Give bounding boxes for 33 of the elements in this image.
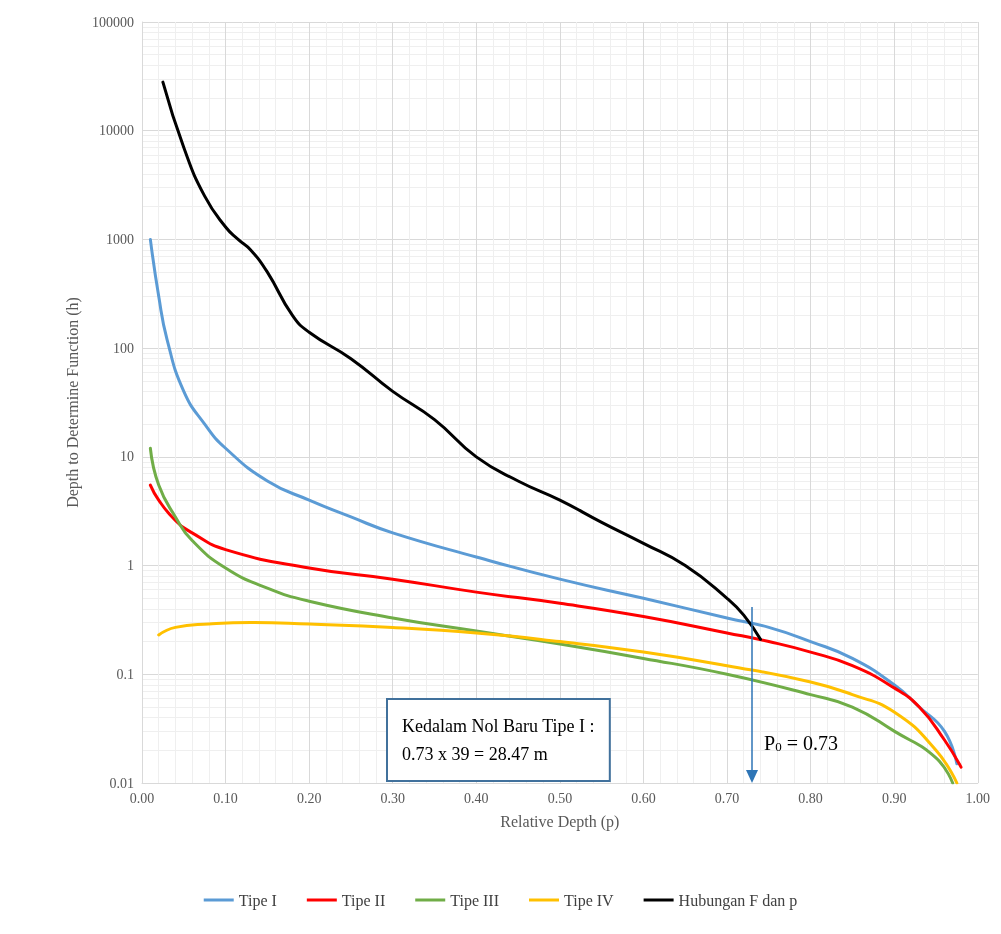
y-tick-label: 10 [120, 449, 134, 465]
y-axis-title: Depth to Determine Function (h) [63, 297, 82, 508]
legend-label: Tipe III [450, 891, 499, 910]
legend-label: Hubungan F dan p [678, 891, 798, 910]
annotation: Kedalam Nol Baru Tipe I : 0.73 x 39 = 28.47 m [402, 716, 595, 764]
line-series [161, 80, 762, 641]
y-tick-label: 0.1 [116, 666, 134, 682]
y-tick-label: 100 [113, 340, 134, 356]
line-series [148, 237, 959, 766]
x-tick-label: 0.90 [881, 790, 907, 806]
legend-label: Tipe I [238, 891, 277, 910]
x-tick-label: 0.40 [464, 790, 489, 806]
x-tick-label: 0.70 [714, 790, 740, 806]
x-axis-title: Relative Depth (p) [500, 812, 620, 831]
y-tick-label: 10000 [99, 123, 134, 139]
legend-label: Tipe IV [563, 891, 615, 910]
line-series [148, 483, 963, 769]
x-tick-label: 0.50 [547, 790, 573, 806]
legend-label: Tipe II [341, 891, 386, 910]
x-tick-label: 0.00 [129, 790, 155, 806]
y-tick-label: 0.01 [109, 775, 134, 791]
line-series [157, 620, 959, 785]
x-tick-label: 0.20 [296, 790, 322, 806]
y-tick-label: 100000 [92, 14, 134, 30]
ref-line-label: P0 = 0.73 [764, 732, 838, 754]
line-series [148, 446, 955, 785]
y-tick-label: 1 [127, 558, 134, 574]
x-tick-label: 0.80 [798, 790, 823, 806]
y-tick-label: 1000 [106, 231, 134, 247]
x-tick-label: 0.10 [213, 790, 238, 806]
x-tick-label: 1.00 [965, 790, 990, 806]
x-tick-label: 0.60 [631, 790, 656, 806]
x-tick-label: 0.30 [380, 790, 405, 806]
